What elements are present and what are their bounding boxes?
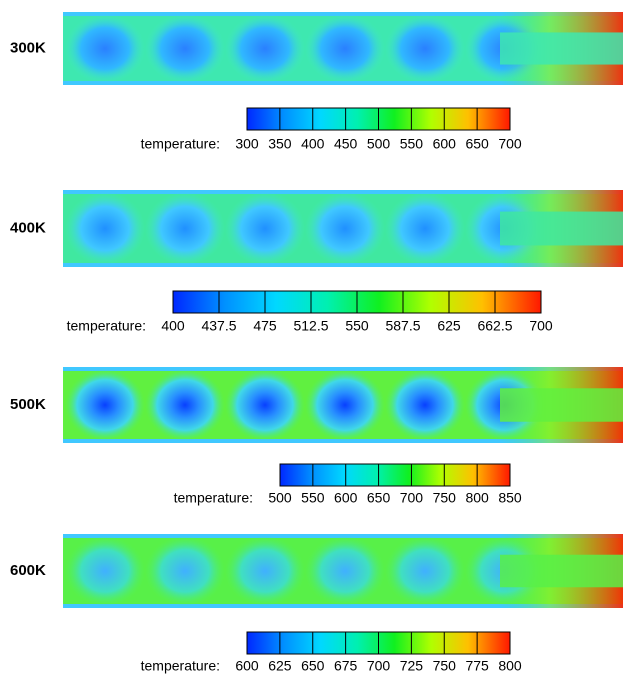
vortex <box>225 192 305 265</box>
wall-top <box>63 534 623 538</box>
colorbar-tick-label: 700 <box>400 490 424 506</box>
case-label: 400K <box>10 219 46 236</box>
case-label: 600K <box>10 562 46 579</box>
wall-bottom <box>63 604 623 608</box>
colorbar-tick-label: 625 <box>268 658 292 674</box>
colorbar-tick-label: 725 <box>400 658 424 674</box>
wall-top <box>63 367 623 371</box>
wall-bottom <box>63 439 623 443</box>
core-flow <box>500 32 623 65</box>
colorbar-tick-label: 400 <box>161 318 185 334</box>
colorbar-tick-label: 600 <box>334 490 358 506</box>
colorbar-tick-label: 650 <box>301 658 325 674</box>
colorbar-tick-label: 800 <box>498 658 522 674</box>
colorbar-tick-label: 437.5 <box>201 318 236 334</box>
case-label: 300K <box>10 39 46 56</box>
colorbar-tick-label: 587.5 <box>385 318 420 334</box>
wall-top <box>63 12 623 16</box>
colorbar-tick-label: 750 <box>433 658 457 674</box>
colorbar-tick-label: 400 <box>301 136 325 152</box>
colorbar-tick-label: 850 <box>498 490 522 506</box>
colorbar-tick-label: 700 <box>498 136 522 152</box>
colorbar-tick-label: 775 <box>465 658 489 674</box>
vortex <box>145 192 225 265</box>
colorbar-label: temperature: <box>141 658 220 674</box>
vortex <box>65 14 145 83</box>
colorbar-tick-label: 500 <box>367 136 391 152</box>
colorbar-tick-label: 650 <box>367 490 391 506</box>
vortex <box>65 536 145 606</box>
vortex <box>225 14 305 83</box>
vortex <box>65 369 145 441</box>
vortex <box>145 536 225 606</box>
colorbar-tick-label: 550 <box>400 136 424 152</box>
colorbar-tick-label: 650 <box>465 136 489 152</box>
vortex <box>305 369 385 441</box>
case-label: 500K <box>10 396 46 413</box>
colorbar-tick-label: 475 <box>253 318 277 334</box>
vortex <box>385 536 465 606</box>
vortex <box>145 14 225 83</box>
colorbar-label: temperature: <box>141 136 220 152</box>
vortex <box>145 369 225 441</box>
colorbar-tick-label: 700 <box>367 658 391 674</box>
colorbar-tick-label: 675 <box>334 658 358 674</box>
colorbar <box>279 463 511 487</box>
colorbar-tick-label: 600 <box>235 658 259 674</box>
colorbar-tick-label: 800 <box>465 490 489 506</box>
colorbar-tick-label: 350 <box>268 136 292 152</box>
colorbar-tick-label: 662.5 <box>477 318 512 334</box>
vortex <box>305 14 385 83</box>
vortex <box>305 192 385 265</box>
colorbar-tick-label: 512.5 <box>293 318 328 334</box>
wall-bottom <box>63 81 623 85</box>
vortex <box>225 536 305 606</box>
vortex <box>385 192 465 265</box>
colorbar-label: temperature: <box>67 318 146 334</box>
colorbar-tick-label: 300 <box>235 136 259 152</box>
core-flow <box>500 554 623 588</box>
vortex <box>225 369 305 441</box>
vortex <box>305 536 385 606</box>
wall-top <box>63 190 623 194</box>
vortex <box>385 369 465 441</box>
colorbar-tick-label: 750 <box>433 490 457 506</box>
colorbar-tick-label: 600 <box>433 136 457 152</box>
wall-bottom <box>63 263 623 267</box>
colorbar-tick-label: 625 <box>437 318 461 334</box>
colorbar-tick-label: 550 <box>345 318 369 334</box>
core-flow <box>500 388 623 422</box>
colorbar-tick-label: 550 <box>301 490 325 506</box>
core-flow <box>500 211 623 246</box>
colorbar-tick-label: 500 <box>268 490 292 506</box>
vortex <box>65 192 145 265</box>
colorbar-label: temperature: <box>174 490 253 506</box>
colorbar-tick-label: 450 <box>334 136 358 152</box>
colorbar-tick-label: 700 <box>529 318 553 334</box>
vortex <box>385 14 465 83</box>
